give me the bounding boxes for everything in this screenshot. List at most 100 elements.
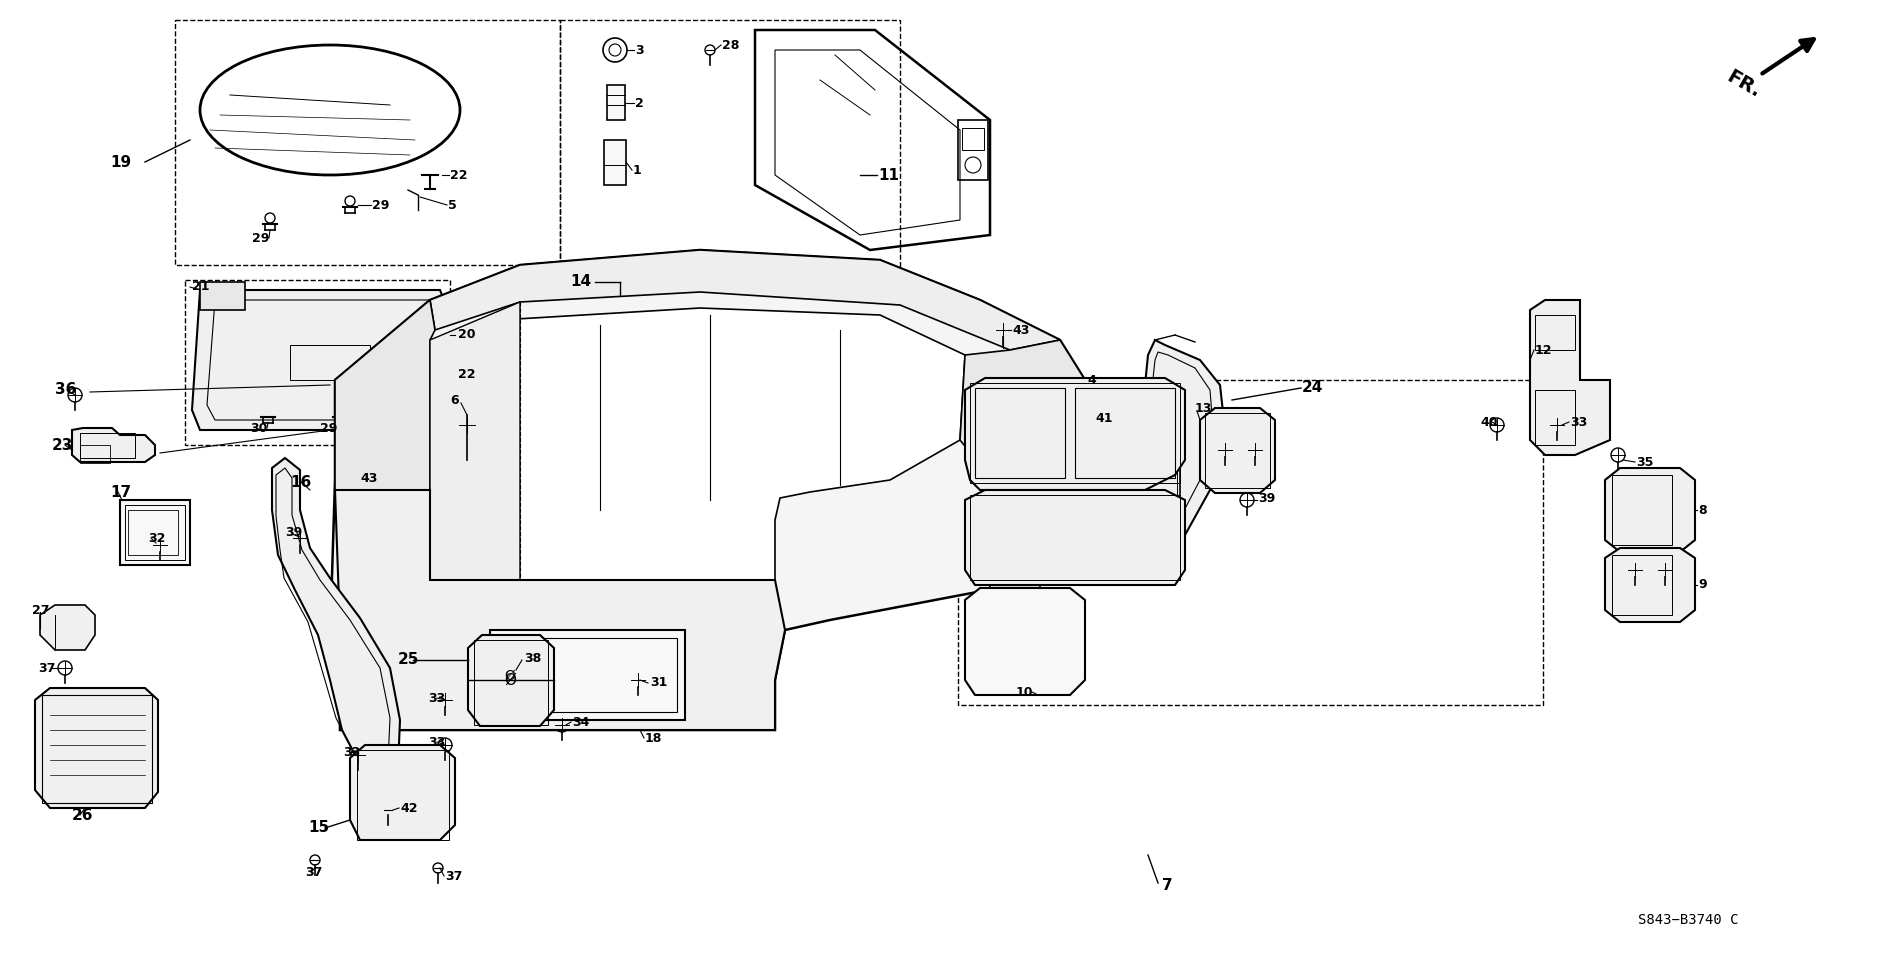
Bar <box>603 140 626 185</box>
Text: 22: 22 <box>459 368 476 381</box>
Text: 39: 39 <box>1258 491 1275 505</box>
Text: 12: 12 <box>1534 343 1553 357</box>
Polygon shape <box>964 490 1184 585</box>
Text: 40: 40 <box>1480 416 1498 428</box>
Bar <box>959 120 989 180</box>
Text: 39: 39 <box>286 526 303 538</box>
Text: 3: 3 <box>635 44 643 56</box>
Text: 22: 22 <box>449 168 468 182</box>
Text: 26: 26 <box>71 808 94 822</box>
Polygon shape <box>331 250 1090 730</box>
Bar <box>124 505 184 560</box>
Text: Ø: Ø <box>504 672 515 687</box>
Polygon shape <box>961 340 1090 670</box>
Bar <box>128 510 179 555</box>
Text: 41: 41 <box>1094 411 1113 424</box>
Bar <box>1611 475 1671 545</box>
Text: 29: 29 <box>252 231 269 245</box>
Polygon shape <box>1606 468 1696 552</box>
Polygon shape <box>479 308 964 580</box>
Text: 9: 9 <box>1698 578 1707 592</box>
Text: 33: 33 <box>1570 416 1587 428</box>
Text: 31: 31 <box>650 677 667 689</box>
Polygon shape <box>964 378 1184 490</box>
Text: 15: 15 <box>308 820 329 836</box>
Text: 33: 33 <box>429 735 446 749</box>
Text: 33: 33 <box>429 691 446 705</box>
Text: 8: 8 <box>1698 504 1707 516</box>
Bar <box>474 640 547 725</box>
Bar <box>976 388 1064 478</box>
Text: 42: 42 <box>400 801 417 815</box>
Text: 20: 20 <box>459 329 476 341</box>
Polygon shape <box>350 745 455 840</box>
Text: 21: 21 <box>192 280 209 293</box>
Bar <box>1611 555 1671 615</box>
Polygon shape <box>431 250 1060 350</box>
Polygon shape <box>1530 300 1609 455</box>
Polygon shape <box>36 688 158 808</box>
Text: FR.: FR. <box>1722 67 1763 101</box>
Text: 30: 30 <box>250 422 267 434</box>
Text: 13: 13 <box>1196 402 1213 415</box>
Text: 16: 16 <box>290 474 312 489</box>
Text: 6: 6 <box>449 394 459 406</box>
Text: 36: 36 <box>55 382 77 398</box>
Text: 14: 14 <box>570 274 590 290</box>
Text: 29: 29 <box>320 422 337 434</box>
Polygon shape <box>1199 408 1275 493</box>
Text: 28: 28 <box>722 38 739 52</box>
Text: 24: 24 <box>1303 380 1324 396</box>
Bar <box>199 282 244 310</box>
Text: 32: 32 <box>149 532 165 545</box>
Polygon shape <box>335 490 786 730</box>
Polygon shape <box>1606 548 1696 622</box>
Bar <box>290 345 370 380</box>
Bar <box>560 20 901 270</box>
Bar <box>120 500 190 565</box>
Text: S843−B3740 C: S843−B3740 C <box>1637 913 1739 927</box>
Text: 37: 37 <box>446 870 462 882</box>
Polygon shape <box>273 458 400 778</box>
Bar <box>963 128 983 150</box>
Text: 35: 35 <box>1636 455 1653 468</box>
Bar <box>184 280 449 445</box>
Text: 29: 29 <box>372 199 389 211</box>
Text: 2: 2 <box>635 97 643 110</box>
Text: 17: 17 <box>111 485 132 499</box>
Bar <box>1064 390 1181 420</box>
Bar <box>41 695 152 803</box>
Text: 7: 7 <box>1162 879 1173 894</box>
Text: 34: 34 <box>572 715 588 728</box>
Bar <box>1534 315 1575 350</box>
Polygon shape <box>335 300 434 490</box>
Polygon shape <box>964 588 1085 695</box>
Text: 1: 1 <box>634 163 641 177</box>
Text: 23: 23 <box>53 438 73 452</box>
Text: 37: 37 <box>305 865 321 879</box>
Text: Ø: Ø <box>504 669 515 683</box>
Bar <box>81 433 135 458</box>
Text: 25: 25 <box>399 653 419 667</box>
Text: 18: 18 <box>645 731 662 745</box>
Bar <box>357 750 449 840</box>
Polygon shape <box>39 605 96 650</box>
Text: 11: 11 <box>878 167 899 183</box>
Bar <box>959 380 1543 705</box>
Bar <box>491 630 684 720</box>
Bar <box>498 638 677 712</box>
Bar <box>1068 433 1177 497</box>
Bar <box>970 383 1181 483</box>
Text: 43: 43 <box>1011 323 1030 337</box>
Text: 4: 4 <box>1087 374 1096 386</box>
Text: 38: 38 <box>525 651 541 664</box>
Bar <box>970 495 1181 580</box>
Bar <box>1068 393 1177 417</box>
Polygon shape <box>468 635 555 726</box>
Bar <box>1064 430 1181 500</box>
Polygon shape <box>431 302 521 580</box>
Bar <box>607 85 624 120</box>
Bar <box>175 20 560 265</box>
Text: 37: 37 <box>38 662 55 675</box>
Text: 10: 10 <box>1015 685 1034 699</box>
